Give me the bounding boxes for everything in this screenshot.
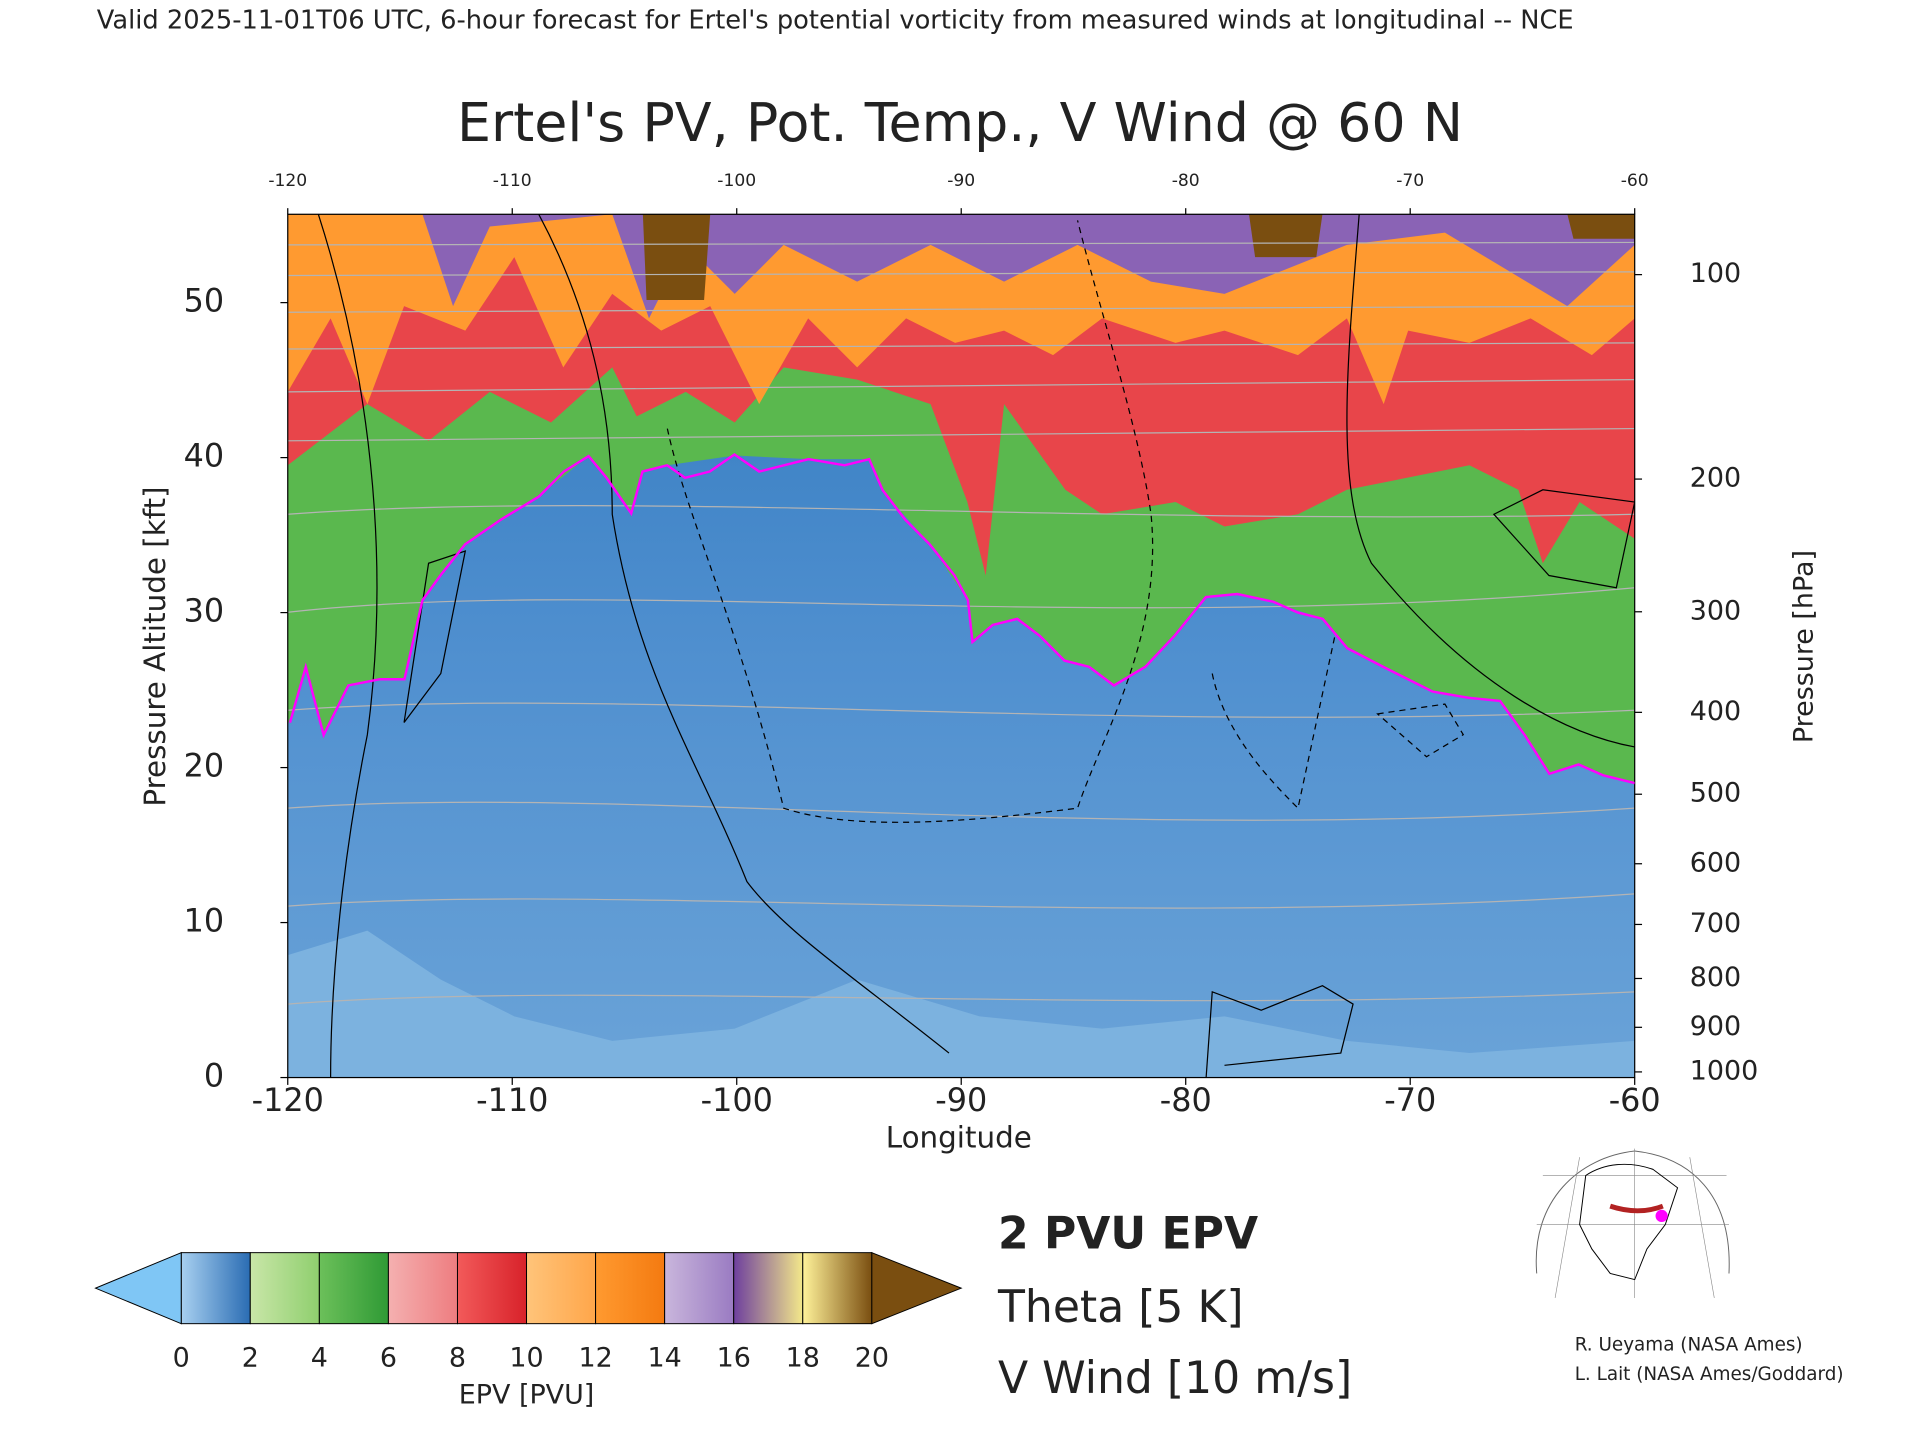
colorbar-segment <box>387 1252 458 1325</box>
colorbar-segment <box>595 1252 666 1325</box>
colorbar-tick-label: 10 <box>509 1343 543 1374</box>
colorbar-tick-label: 12 <box>578 1343 612 1374</box>
pv2-contour <box>288 453 1635 785</box>
x-axis-label: Longitude <box>886 1120 1032 1154</box>
colorbar-tick-label: 20 <box>855 1343 889 1374</box>
x-top-tick-label: -80 <box>1172 171 1200 191</box>
x-top-tick-label: -110 <box>493 171 532 191</box>
y2-axis-label: Pressure [hPa] <box>1788 550 1819 743</box>
legend-v-wind: V Wind [10 m/s] <box>998 1353 1352 1404</box>
x-top-tick-label: -120 <box>268 171 307 191</box>
colorbar-segment <box>733 1252 804 1325</box>
theta-contours <box>287 241 1635 1005</box>
legend-pv2: 2 PVU EPV <box>998 1209 1258 1260</box>
y2-tick-label: 800 <box>1690 962 1741 993</box>
colorbar-tick-label: 0 <box>173 1343 190 1374</box>
x-tick-label: -60 <box>1609 1081 1661 1119</box>
x-tick-label: -90 <box>935 1081 987 1119</box>
y2-tick-label: 100 <box>1690 258 1741 289</box>
v-wind-contours <box>317 214 1635 1078</box>
colorbar-tick-label: 18 <box>786 1343 820 1374</box>
legend-theta: Theta [5 K] <box>997 1282 1244 1333</box>
colorbar-under <box>94 1251 182 1325</box>
x-tick-label: -80 <box>1160 1081 1212 1119</box>
y-tick-label: 20 <box>184 747 225 785</box>
colorbar-segment <box>802 1252 873 1325</box>
colorbar-tick-label: 8 <box>449 1343 466 1374</box>
colorbar-over <box>871 1251 963 1325</box>
y2-tick-label: 300 <box>1690 595 1741 626</box>
chart-title: Ertel's PV, Pot. Temp., V Wind @ 60 N <box>457 91 1463 154</box>
y2-tick-label: 600 <box>1690 847 1741 878</box>
pv2-layer <box>288 453 1635 785</box>
y2-tick-label: 500 <box>1690 778 1741 809</box>
y-axis-label: Pressure Altitude [kft] <box>138 486 172 806</box>
colorbar-tick-label: 2 <box>242 1343 259 1374</box>
y2-tick-label: 900 <box>1690 1011 1741 1042</box>
x-top-tick-label: -60 <box>1621 171 1649 191</box>
header: Valid 2025-11-01T06 UTC, 6-hour forecast… <box>97 5 1574 35</box>
colorbar-tick-label: 14 <box>648 1343 682 1374</box>
credit: R. Ueyama (NASA Ames) <box>1575 1335 1803 1356</box>
locator-map <box>1535 1148 1730 1299</box>
x-tick-label: -100 <box>701 1081 773 1119</box>
pv-field <box>287 214 1635 1078</box>
y-tick-label: 0 <box>204 1057 224 1095</box>
x-top-tick-label: -100 <box>717 171 756 191</box>
colorbar-segment <box>456 1252 528 1325</box>
colorbar-segment <box>664 1252 735 1325</box>
x-top-tick-label: -70 <box>1396 171 1424 191</box>
x-tick-label: -70 <box>1384 1081 1436 1119</box>
colorbar-tick-label: 16 <box>717 1343 751 1374</box>
colorbar-tick-label: 6 <box>380 1343 397 1374</box>
x-top-tick-label: -90 <box>947 171 975 191</box>
y-tick-label: 50 <box>184 282 225 320</box>
y2-tick-label: 200 <box>1690 463 1741 494</box>
colorbar-segment <box>249 1252 320 1325</box>
y-tick-label: 40 <box>184 437 225 475</box>
colorbar-tick-label: 4 <box>311 1343 328 1374</box>
colorbar-label: EPV [PVU] <box>459 1379 595 1410</box>
y-tick-label: 30 <box>184 592 225 630</box>
field-shade <box>287 930 1635 1078</box>
credit: L. Lait (NASA Ames/Goddard) <box>1575 1364 1844 1385</box>
field-purple <box>422 214 1635 319</box>
colorbar-segment <box>318 1252 389 1325</box>
colorbar-segment <box>180 1252 251 1325</box>
y2-tick-label: 400 <box>1690 696 1741 727</box>
y2-tick-label: 1000 <box>1690 1055 1759 1086</box>
x-tick-label: -110 <box>476 1081 548 1119</box>
y-tick-label: 10 <box>184 902 225 940</box>
colorbar-segment <box>526 1252 597 1325</box>
y2-tick-label: 700 <box>1690 908 1741 939</box>
x-tick-label: -120 <box>252 1081 324 1119</box>
